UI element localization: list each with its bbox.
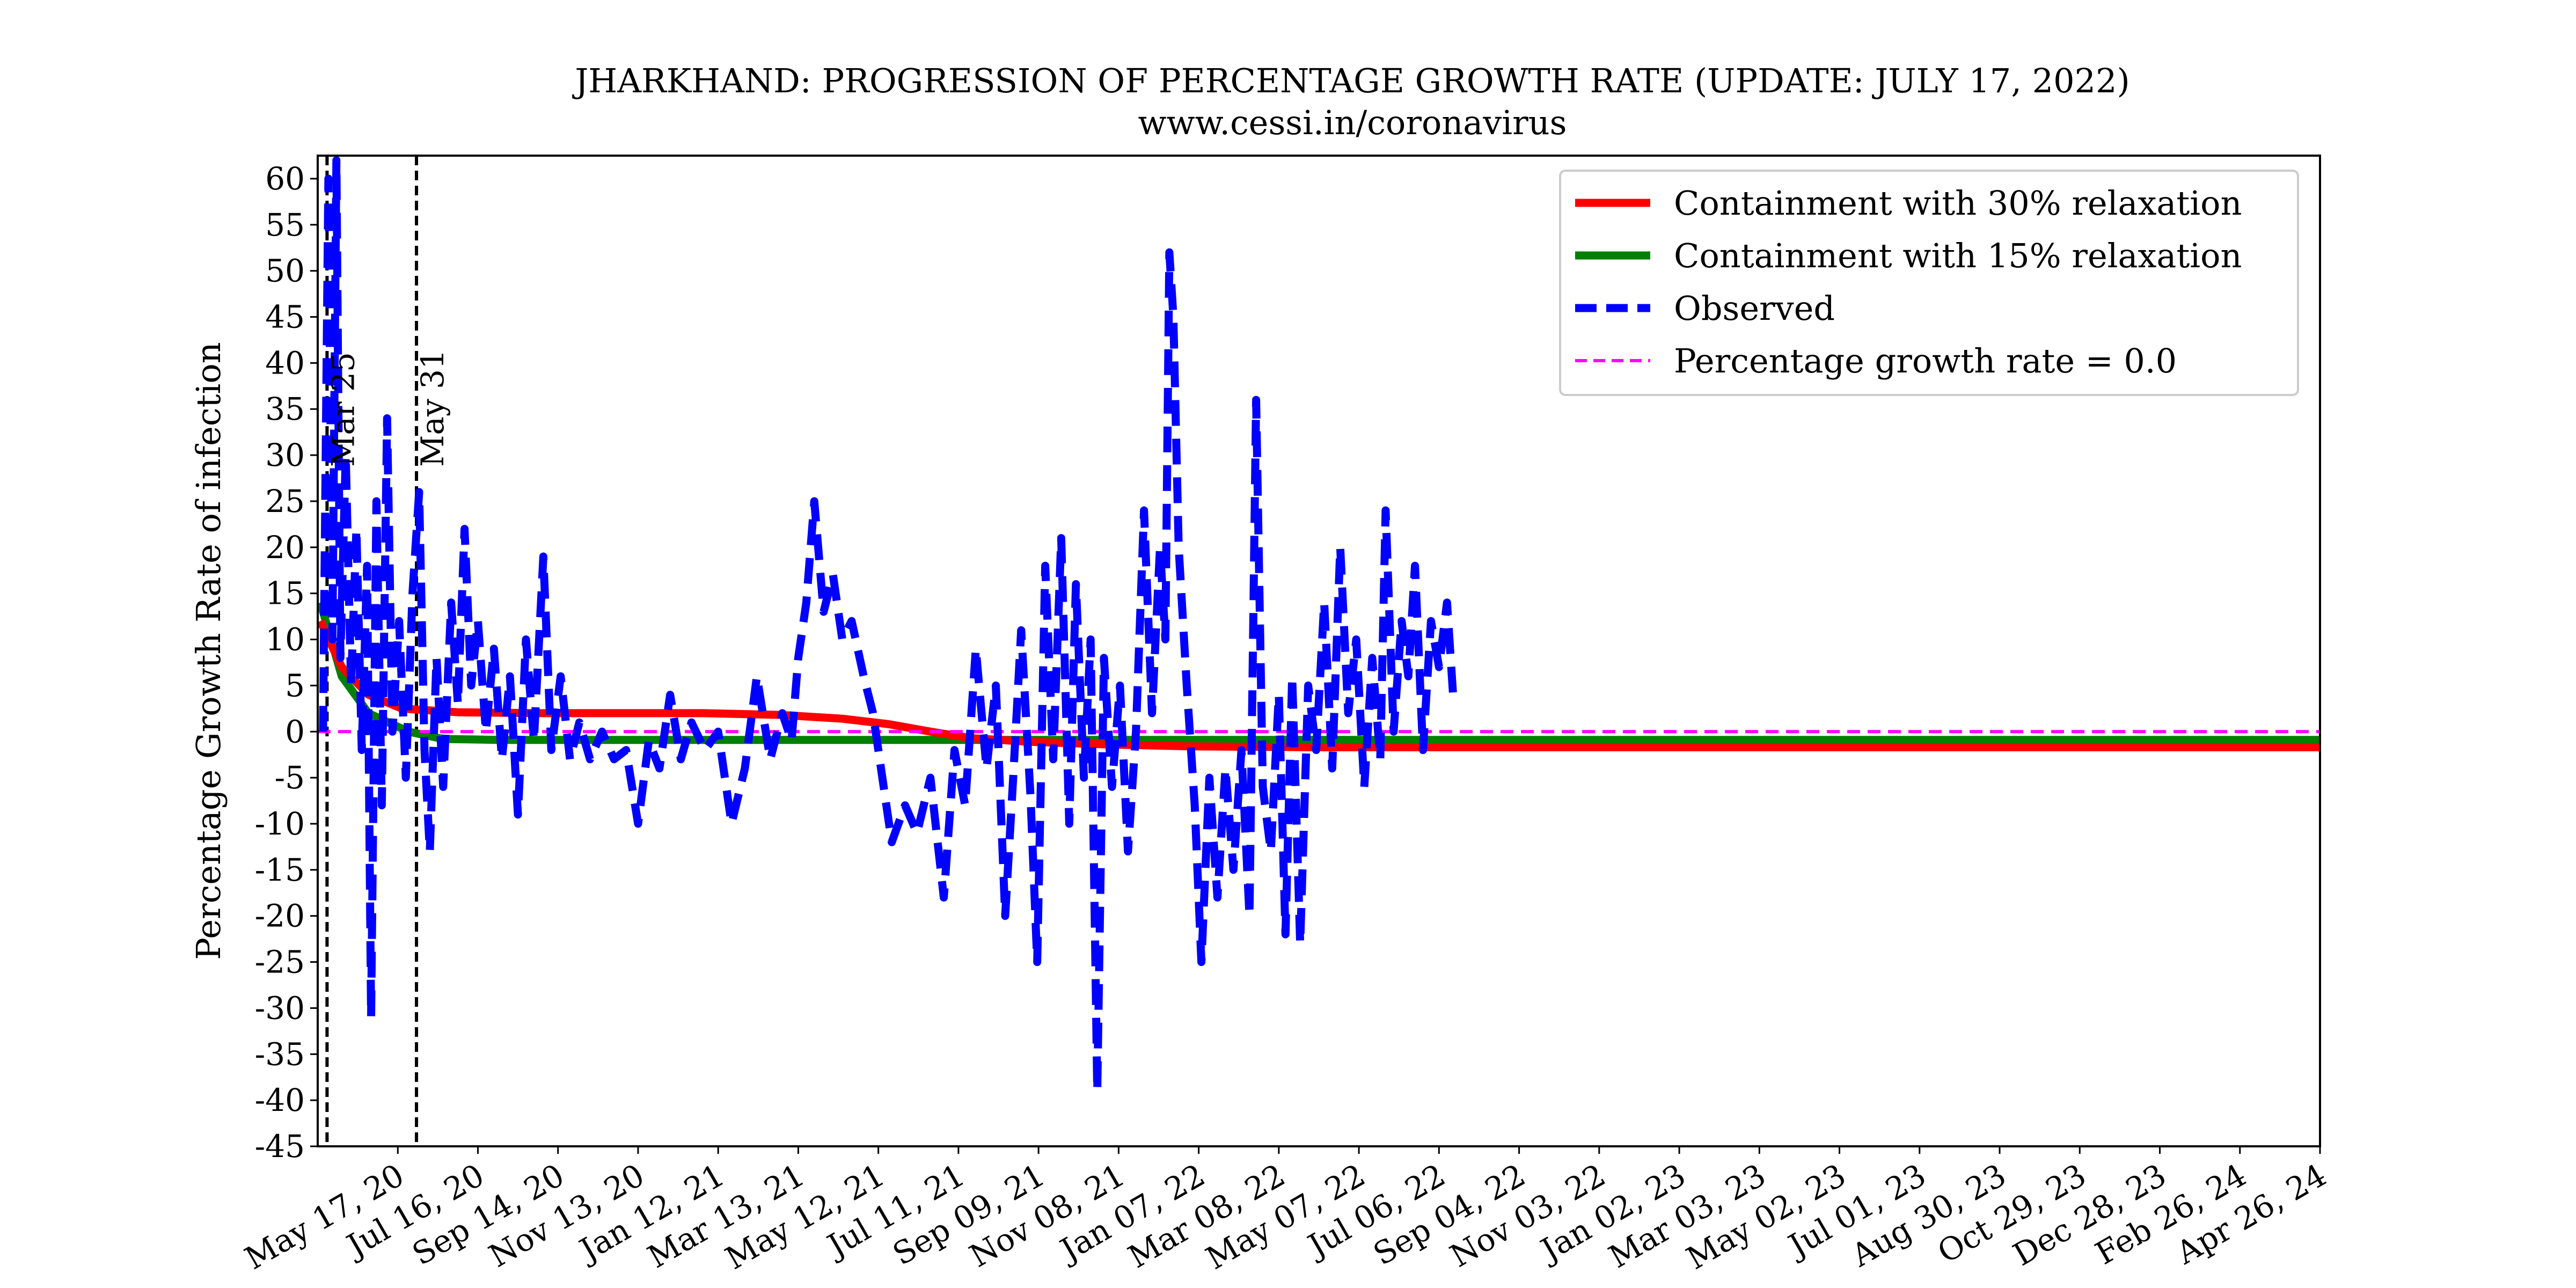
series-line-2 bbox=[319, 156, 1458, 1095]
y-tick-label-5: 35 bbox=[265, 391, 305, 427]
y-tick-label-6: 30 bbox=[265, 437, 305, 473]
y-tick-label-4: 40 bbox=[265, 345, 305, 381]
y-tick-label-17: -25 bbox=[255, 944, 305, 980]
y-tick-label-13: -5 bbox=[275, 759, 305, 796]
y-tick-label-9: 15 bbox=[265, 575, 305, 612]
y-tick-label-2: 50 bbox=[265, 253, 305, 289]
y-tick-label-8: 20 bbox=[265, 529, 305, 566]
chart-subtitle: www.cessi.in/coronavirus bbox=[1138, 103, 1567, 142]
event-line-label-0: Mar 25 bbox=[325, 352, 361, 467]
y-tick-label-21: -45 bbox=[255, 1128, 305, 1165]
y-tick-label-14: -10 bbox=[255, 806, 305, 842]
y-tick-label-15: -15 bbox=[255, 852, 305, 888]
y-tick-label-3: 45 bbox=[265, 299, 305, 335]
legend: Containment with 30% relaxation Containme… bbox=[1559, 170, 2299, 396]
y-tick-label-0: 60 bbox=[265, 160, 305, 197]
y-tick-label-16: -20 bbox=[255, 898, 305, 934]
chart-title: JHARKHAND: PROGRESSION OF PERCENTAGE GRO… bbox=[572, 61, 2129, 100]
y-tick-label-1: 55 bbox=[265, 207, 305, 243]
y-tick-label-19: -35 bbox=[255, 1036, 305, 1072]
series-group bbox=[318, 156, 2320, 1146]
y-tick-label-10: 10 bbox=[265, 621, 305, 658]
series-line-1 bbox=[318, 601, 2320, 744]
legend-label-3: Percentage growth rate = 0.0 bbox=[1674, 341, 2177, 380]
legend-label-1: Containment with 15% relaxation bbox=[1674, 236, 2242, 275]
y-tick-label-11: 5 bbox=[285, 667, 305, 704]
legend-label-0: Containment with 30% relaxation bbox=[1674, 184, 2242, 223]
y-tick-label-7: 25 bbox=[265, 483, 305, 519]
y-axis-label: Percentage Growth Rate of infection bbox=[189, 342, 228, 960]
event-line-label-1: May 31 bbox=[414, 349, 451, 467]
plot-frame bbox=[317, 155, 2321, 1147]
y-tick-label-20: -40 bbox=[255, 1082, 305, 1118]
y-tick-label-12: 0 bbox=[285, 713, 305, 750]
legend-label-2: Observed bbox=[1674, 289, 1835, 328]
legend-box bbox=[1559, 170, 2299, 396]
y-tick-label-18: -30 bbox=[255, 990, 305, 1026]
